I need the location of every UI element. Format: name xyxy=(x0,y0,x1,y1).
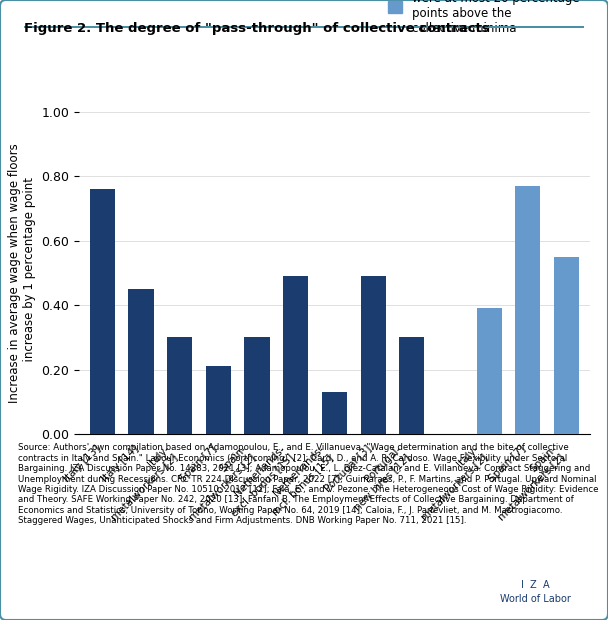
Text: I  Z  A
World of Labor: I Z A World of Labor xyxy=(500,580,570,604)
Bar xyxy=(206,366,231,434)
Bar xyxy=(128,289,153,434)
Bar xyxy=(90,189,115,434)
Bar xyxy=(361,276,385,434)
Bar xyxy=(399,337,424,434)
Bar xyxy=(167,337,192,434)
Text: Figure 2. The degree of "pass-through" of collective contracts: Figure 2. The degree of "pass-through" o… xyxy=(24,22,490,35)
Text: Source: Authors' own compilation based on Adamopoulou, E., and E. Villanueva. "W: Source: Authors' own compilation based o… xyxy=(18,443,599,525)
Legend: Workers whose earnings
were at most 20 percentage
points above the
collective mi: Workers whose earnings were at most 20 p… xyxy=(383,0,584,40)
Bar xyxy=(477,308,502,434)
Bar xyxy=(322,392,347,434)
Y-axis label: Increase in average wage when wage floors
  increase by 1 percentage point: Increase in average wage when wage floor… xyxy=(8,143,36,402)
Bar xyxy=(515,186,541,434)
Bar xyxy=(244,337,269,434)
Bar xyxy=(554,257,579,434)
Bar xyxy=(283,276,308,434)
